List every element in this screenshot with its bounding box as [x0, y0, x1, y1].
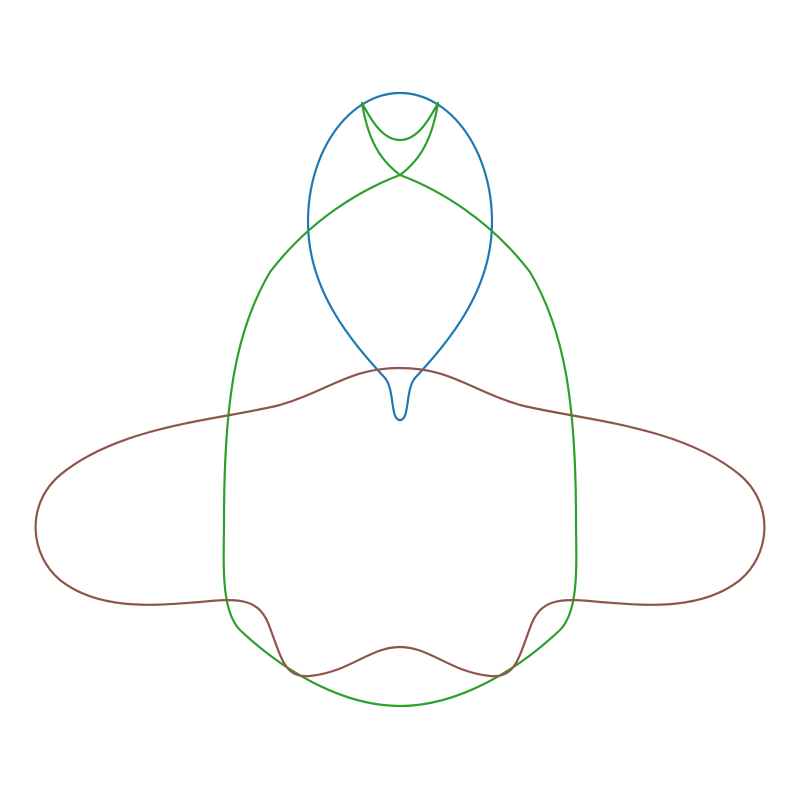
brown-curve [34, 366, 766, 678]
green-curve [222, 101, 578, 708]
blue-curve [306, 91, 494, 422]
